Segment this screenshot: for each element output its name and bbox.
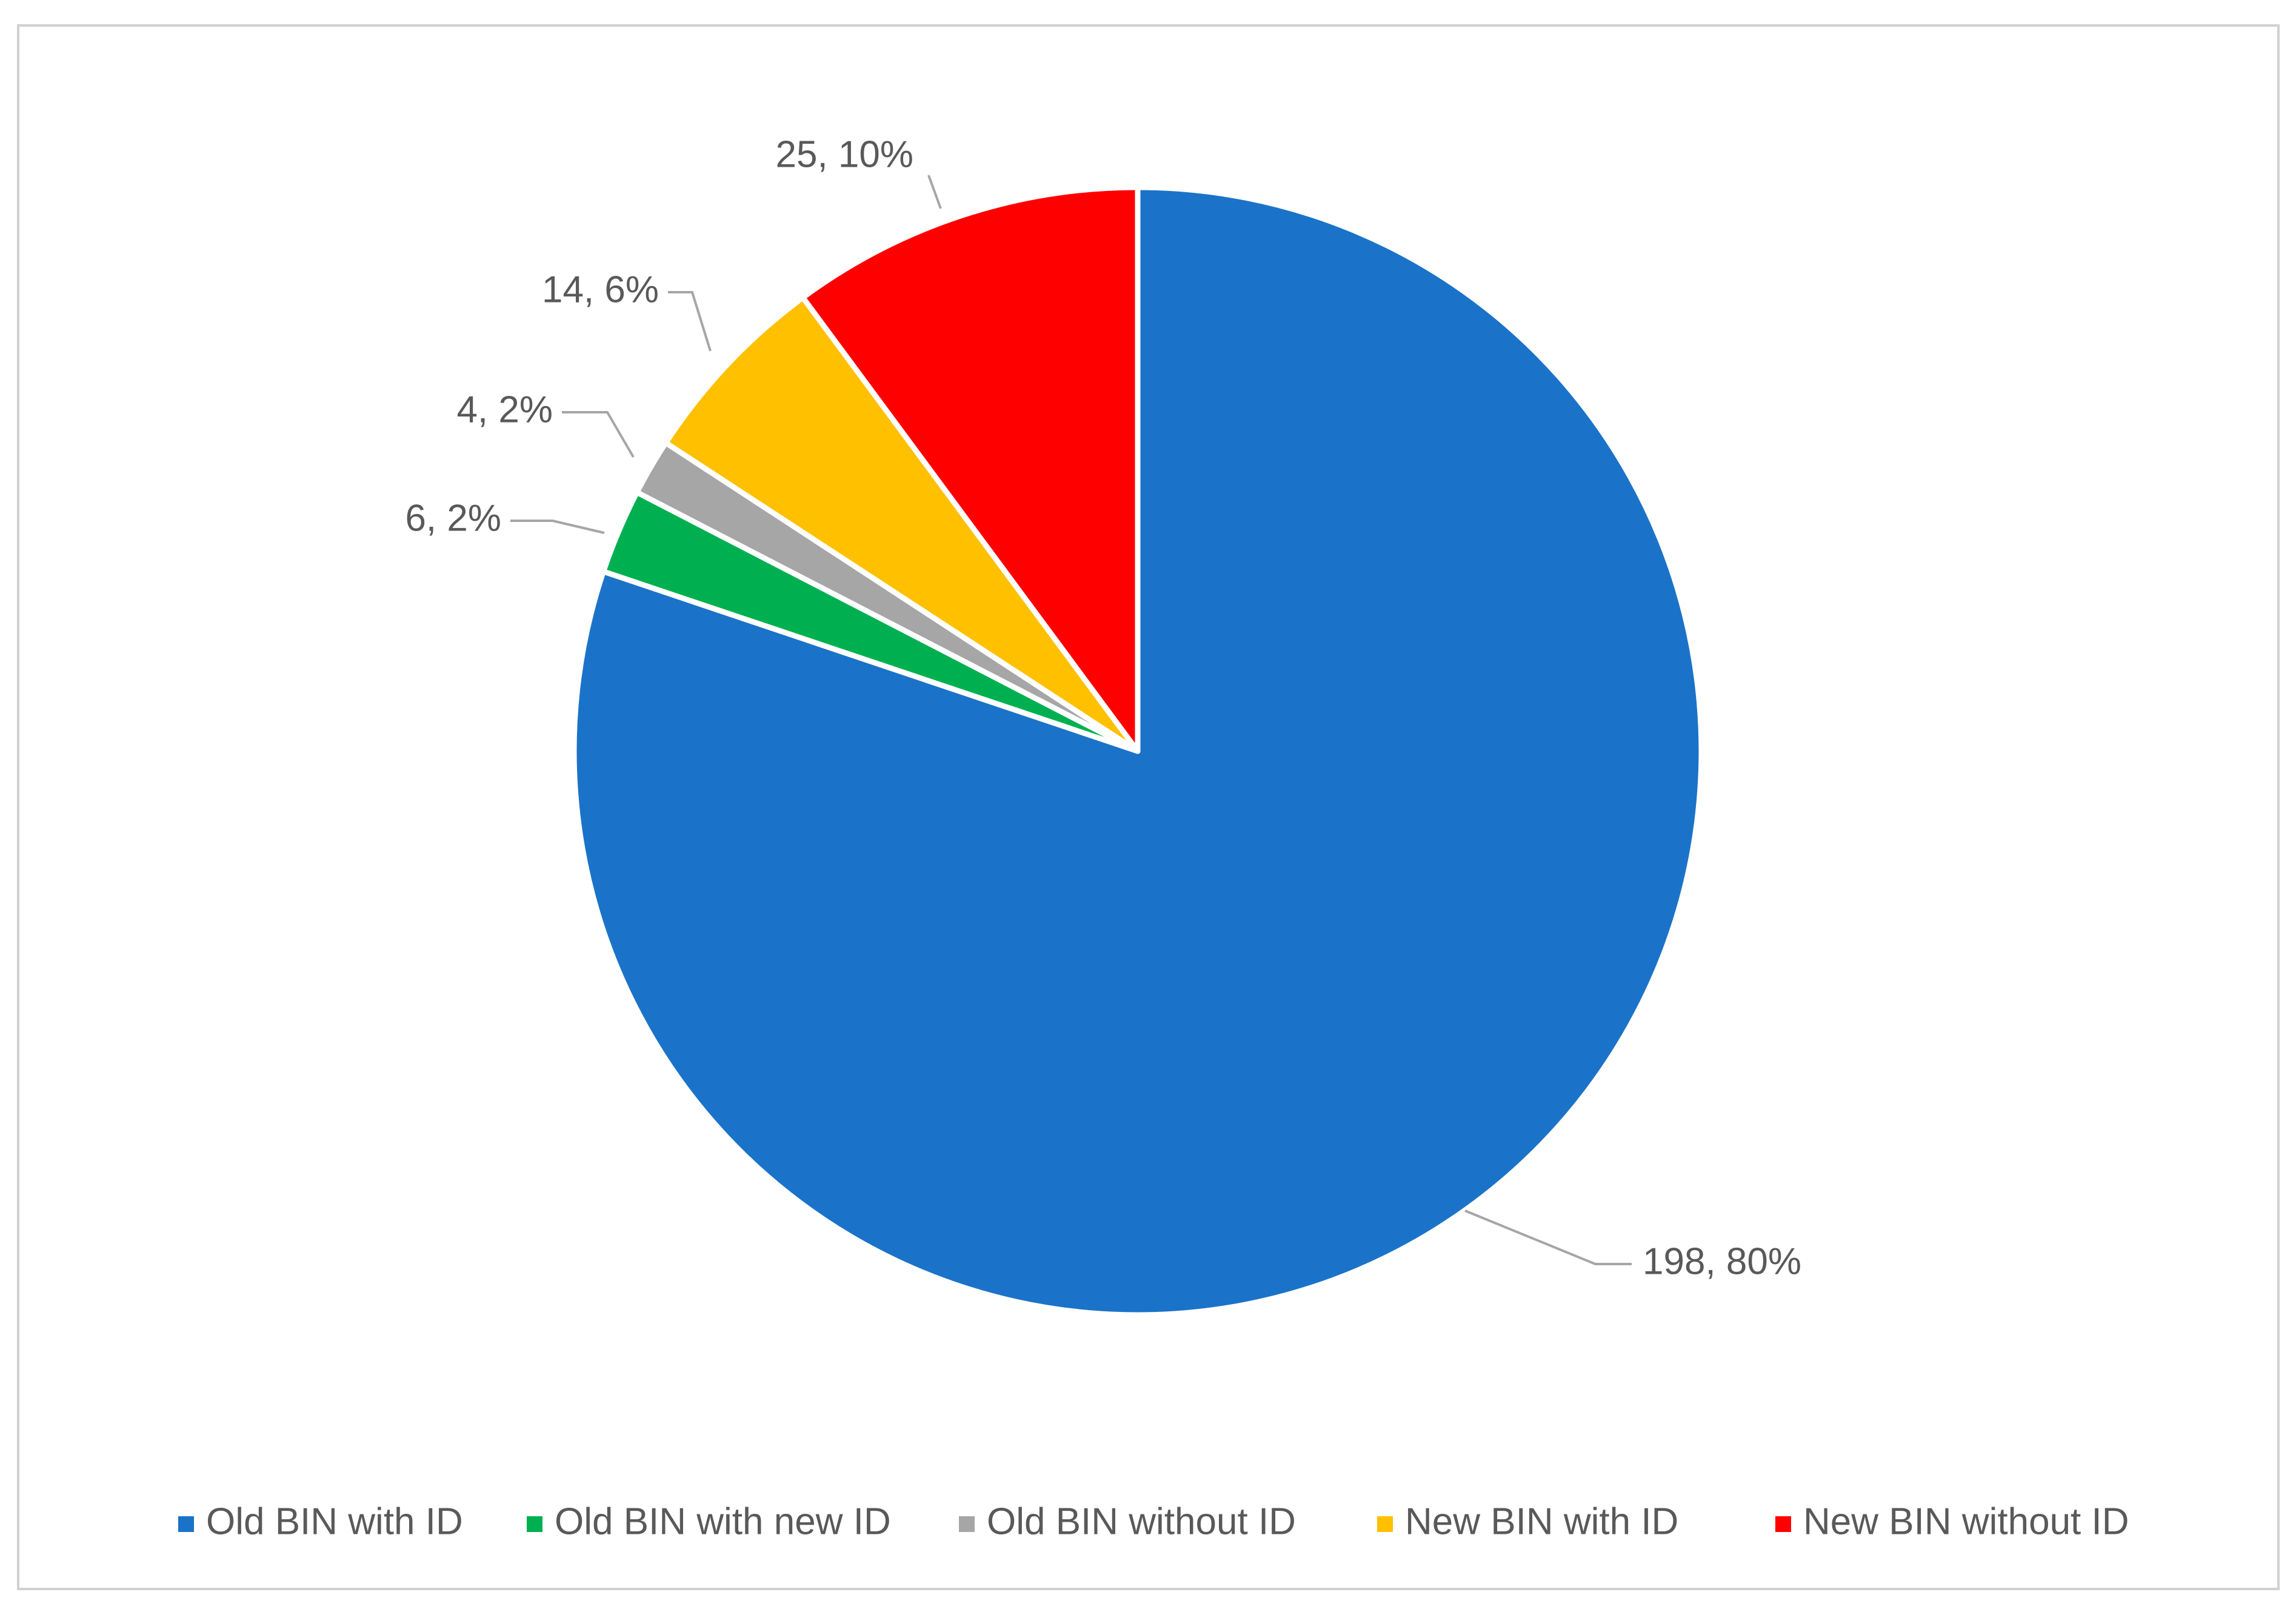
leader-line — [562, 411, 635, 458]
pie-slice-old-bin-with-id — [571, 184, 1704, 1318]
legend-swatch — [1775, 1516, 1791, 1532]
leader-line — [510, 520, 605, 534]
legend-label: New BIN with ID — [1405, 1500, 1678, 1542]
leader-line — [1464, 1209, 1632, 1265]
legend-entry: New BIN without ID — [1775, 1500, 2129, 1542]
legend-swatch — [178, 1516, 194, 1532]
data-label: 14, 6% — [542, 269, 659, 310]
pie-slice-new-bin-with-id — [662, 295, 1141, 754]
chart-area: 198, 80% 6, 2% 4, 2% 14, 6% 25, 10% Old BIN … — [17, 24, 2280, 1590]
data-label: 25, 10% — [775, 133, 913, 175]
legend-label: Old BIN with new ID — [555, 1500, 891, 1542]
legend-entry: Old BIN with ID — [178, 1500, 463, 1542]
pie-chart: 198, 80% 6, 2% 4, 2% 14, 6% 25, 10% Old BIN … — [178, 133, 2129, 1542]
pie-slice-new-bin-without-id — [800, 184, 1141, 754]
leader-line — [927, 175, 942, 209]
data-label: 4, 2% — [456, 389, 553, 430]
legend-swatch — [527, 1516, 542, 1532]
legend-swatch — [1377, 1516, 1393, 1532]
data-labels: 198, 80% 6, 2% 4, 2% 14, 6% 25, 10% — [405, 133, 1801, 1282]
legend-label: Old BIN without ID — [987, 1500, 1296, 1542]
legend-label: New BIN without ID — [1803, 1500, 2129, 1542]
legend-entry: Old BIN with new ID — [527, 1500, 891, 1542]
legend-swatch — [959, 1516, 975, 1532]
legend: Old BIN with ID Old BIN with new ID Old BI… — [178, 1500, 2129, 1542]
data-label: 198, 80% — [1643, 1240, 1801, 1282]
leader-line — [668, 291, 712, 352]
legend-entry: Old BIN without ID — [959, 1500, 1296, 1542]
leader-lines — [510, 175, 1632, 1265]
legend-entry: New BIN with ID — [1377, 1500, 1678, 1542]
data-label: 6, 2% — [405, 497, 501, 539]
legend-label: Old BIN with ID — [206, 1500, 463, 1542]
pie-slices — [571, 184, 1704, 1318]
